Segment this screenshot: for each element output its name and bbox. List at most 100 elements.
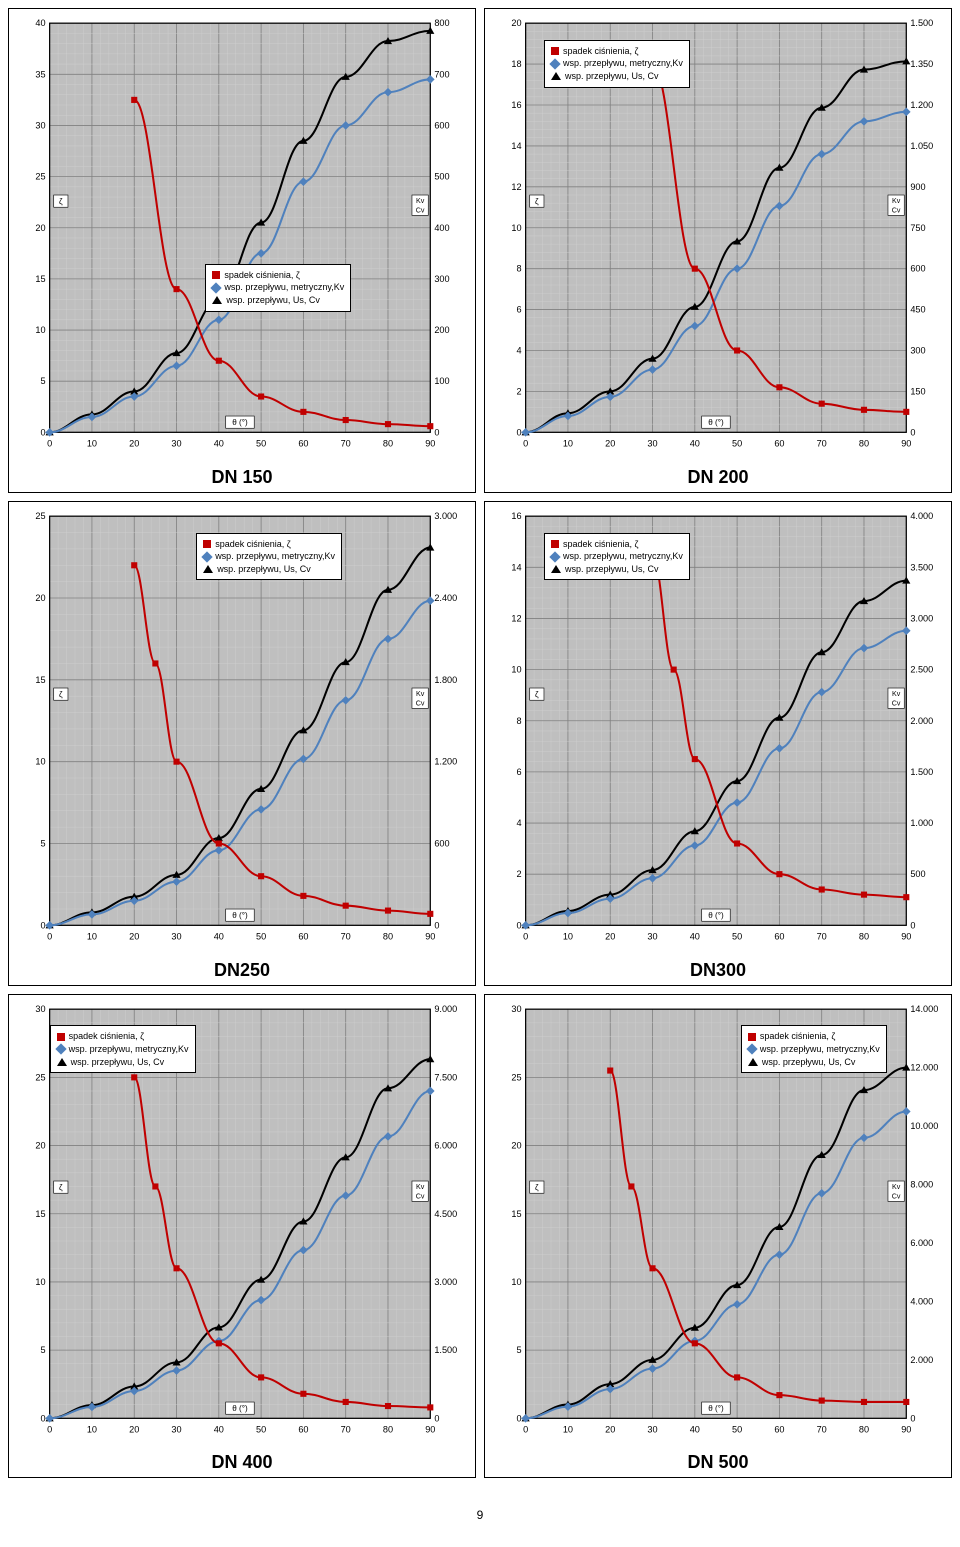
legend-item: spadek ciśnienia, ζ (551, 538, 683, 551)
legend-label: wsp. przepływu, Us, Cv (226, 294, 320, 307)
svg-text:10: 10 (511, 1277, 521, 1287)
svg-text:70: 70 (341, 1424, 351, 1434)
chart-legend: spadek ciśnienia, ζwsp. przepływu, metry… (50, 1025, 196, 1073)
svg-text:60: 60 (298, 1424, 308, 1434)
svg-text:9.000: 9.000 (434, 1004, 457, 1014)
svg-text:Kv: Kv (416, 197, 425, 205)
svg-text:3.500: 3.500 (910, 562, 933, 572)
svg-text:θ (°): θ (°) (708, 1404, 724, 1413)
svg-text:500: 500 (434, 172, 449, 182)
svg-text:40: 40 (214, 1424, 224, 1434)
svg-text:5: 5 (40, 376, 45, 386)
legend-marker-icon (551, 47, 559, 55)
svg-text:500: 500 (910, 869, 925, 879)
legend-marker-icon (551, 540, 559, 548)
chart-title: DN 400 (13, 1452, 471, 1473)
legend-marker-icon (211, 282, 222, 293)
svg-text:30: 30 (647, 439, 657, 449)
svg-text:θ (°): θ (°) (232, 418, 248, 427)
svg-text:50: 50 (256, 439, 266, 449)
legend-marker-icon (57, 1058, 67, 1066)
svg-text:20: 20 (129, 931, 139, 941)
legend-item: wsp. przepływu, Us, Cv (203, 563, 335, 576)
chart-svg: 0102030405060708090051015202530354001002… (13, 13, 471, 461)
svg-text:70: 70 (817, 1424, 827, 1434)
svg-text:1.800: 1.800 (434, 675, 457, 685)
legend-marker-icon (203, 540, 211, 548)
svg-text:30: 30 (171, 1424, 181, 1434)
chart-wrap: 0102030405060708090051015202506001.2001.… (13, 506, 471, 954)
svg-text:14: 14 (511, 141, 521, 151)
chart-cell: 010203040506070809005101520253001.5003.0… (8, 994, 476, 1479)
svg-text:2.500: 2.500 (910, 664, 933, 674)
svg-text:90: 90 (425, 439, 435, 449)
svg-text:100: 100 (434, 376, 449, 386)
svg-text:20: 20 (129, 439, 139, 449)
svg-text:800: 800 (434, 18, 449, 28)
svg-text:1.050: 1.050 (910, 141, 933, 151)
svg-text:60: 60 (298, 439, 308, 449)
svg-text:0: 0 (47, 931, 52, 941)
svg-text:450: 450 (910, 305, 925, 315)
svg-text:25: 25 (35, 1072, 45, 1082)
legend-label: wsp. przepływu, metryczny,Kv (69, 1043, 189, 1056)
svg-text:40: 40 (690, 439, 700, 449)
svg-text:150: 150 (910, 386, 925, 396)
legend-label: wsp. przepływu, Us, Cv (565, 70, 659, 83)
svg-text:600: 600 (434, 121, 449, 131)
svg-text:20: 20 (605, 1424, 615, 1434)
svg-text:50: 50 (256, 931, 266, 941)
svg-text:0: 0 (523, 1424, 528, 1434)
svg-text:80: 80 (383, 931, 393, 941)
svg-text:2: 2 (516, 869, 521, 879)
svg-text:θ (°): θ (°) (232, 911, 248, 920)
svg-text:2.000: 2.000 (910, 716, 933, 726)
chart-legend: spadek ciśnienia, ζwsp. przepływu, metry… (741, 1025, 887, 1073)
svg-text:70: 70 (817, 931, 827, 941)
svg-text:50: 50 (256, 1424, 266, 1434)
legend-item: spadek ciśnienia, ζ (203, 538, 335, 551)
svg-text:80: 80 (383, 439, 393, 449)
svg-text:40: 40 (690, 1424, 700, 1434)
svg-text:Kv: Kv (892, 1183, 901, 1191)
legend-marker-icon (203, 565, 213, 573)
chart-title: DN 200 (489, 467, 947, 488)
svg-text:20: 20 (511, 1140, 521, 1150)
svg-text:Cv: Cv (416, 1192, 425, 1200)
svg-text:30: 30 (171, 931, 181, 941)
svg-text:30: 30 (647, 1424, 657, 1434)
svg-text:70: 70 (341, 439, 351, 449)
svg-text:4: 4 (516, 346, 521, 356)
svg-text:600: 600 (434, 838, 449, 848)
svg-text:Kv: Kv (892, 690, 901, 698)
legend-item: spadek ciśnienia, ζ (748, 1030, 880, 1043)
svg-text:700: 700 (434, 69, 449, 79)
svg-text:35: 35 (35, 69, 45, 79)
svg-text:60: 60 (774, 1424, 784, 1434)
page-number: 9 (8, 1508, 952, 1522)
legend-item: wsp. przepływu, metryczny,Kv (748, 1043, 880, 1056)
svg-text:θ (°): θ (°) (708, 418, 724, 427)
svg-text:20: 20 (129, 1424, 139, 1434)
svg-text:600: 600 (910, 264, 925, 274)
svg-text:80: 80 (859, 439, 869, 449)
legend-marker-icon (55, 1044, 66, 1055)
svg-text:50: 50 (732, 439, 742, 449)
chart-legend: spadek ciśnienia, ζwsp. przepływu, metry… (544, 533, 690, 581)
legend-item: wsp. przepływu, Us, Cv (748, 1056, 880, 1069)
svg-text:20: 20 (35, 1140, 45, 1150)
svg-text:12: 12 (511, 182, 521, 192)
svg-text:0: 0 (523, 931, 528, 941)
legend-item: wsp. przepływu, Us, Cv (551, 70, 683, 83)
svg-text:Cv: Cv (416, 206, 425, 214)
legend-item: wsp. przepływu, Us, Cv (57, 1056, 189, 1069)
chart-legend: spadek ciśnienia, ζwsp. przepływu, metry… (544, 40, 690, 88)
chart-wrap: 010203040506070809005101520253001.5003.0… (13, 999, 471, 1447)
svg-text:10: 10 (563, 931, 573, 941)
svg-text:18: 18 (511, 59, 521, 69)
svg-text:10: 10 (563, 439, 573, 449)
chart-grid: 0102030405060708090051015202530354001002… (8, 8, 952, 1478)
chart-legend: spadek ciśnienia, ζwsp. przepływu, metry… (196, 533, 342, 581)
legend-item: wsp. przepływu, Us, Cv (212, 294, 344, 307)
svg-text:10: 10 (563, 1424, 573, 1434)
